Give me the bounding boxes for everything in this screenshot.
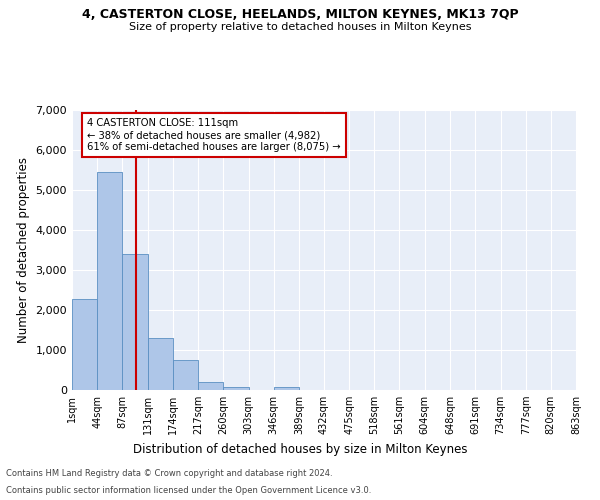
Bar	[223, 387, 248, 390]
Bar	[72, 299, 97, 390]
Text: Size of property relative to detached houses in Milton Keynes: Size of property relative to detached ho…	[129, 22, 471, 32]
Text: 4 CASTERTON CLOSE: 111sqm
← 38% of detached houses are smaller (4,982)
61% of se: 4 CASTERTON CLOSE: 111sqm ← 38% of detac…	[87, 118, 341, 152]
Text: 4, CASTERTON CLOSE, HEELANDS, MILTON KEYNES, MK13 7QP: 4, CASTERTON CLOSE, HEELANDS, MILTON KEY…	[82, 8, 518, 20]
Text: Contains HM Land Registry data © Crown copyright and database right 2024.: Contains HM Land Registry data © Crown c…	[6, 468, 332, 477]
Bar	[198, 382, 223, 390]
Text: Contains public sector information licensed under the Open Government Licence v3: Contains public sector information licen…	[6, 486, 371, 495]
Y-axis label: Number of detached properties: Number of detached properties	[17, 157, 30, 343]
Text: Distribution of detached houses by size in Milton Keynes: Distribution of detached houses by size …	[133, 442, 467, 456]
Bar	[122, 254, 148, 390]
Bar	[97, 172, 122, 390]
Bar	[148, 338, 173, 390]
Bar	[274, 387, 299, 390]
Bar	[173, 360, 198, 390]
